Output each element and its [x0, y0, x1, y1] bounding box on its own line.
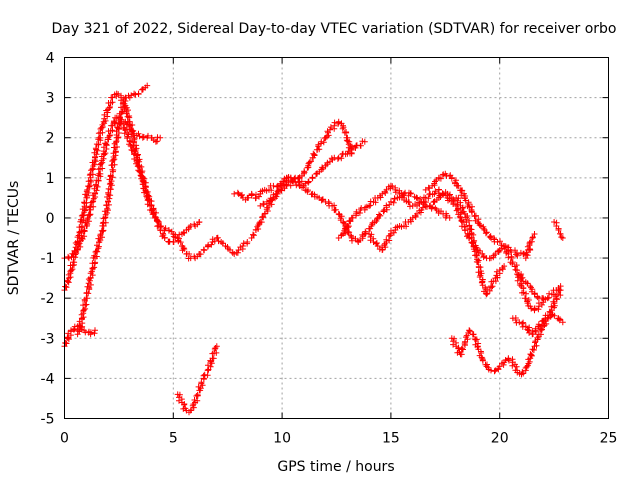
- point-markers: [514, 271, 564, 314]
- x-tick-label: 15: [382, 431, 400, 447]
- series-track-n: [448, 287, 564, 378]
- point-markers: [422, 170, 534, 259]
- series-track-d: [74, 82, 151, 338]
- point-markers: [522, 231, 538, 262]
- series-track-h: [248, 138, 368, 241]
- series-track-m: [453, 194, 508, 298]
- series-track-l: [422, 170, 534, 259]
- point-markers: [453, 194, 508, 298]
- series-track-o: [509, 311, 566, 338]
- y-tick-label: 2: [46, 131, 55, 147]
- point-markers: [448, 287, 564, 378]
- data-points: [61, 82, 566, 416]
- series-track-f: [174, 343, 220, 416]
- y-tick-label: -2: [41, 291, 55, 307]
- x-tick-label: 10: [273, 431, 291, 447]
- y-tick-label: -5: [41, 412, 55, 428]
- point-markers: [335, 182, 455, 241]
- y-tick-label: -1: [41, 251, 55, 267]
- y-tick-label: 4: [46, 51, 55, 67]
- series-track-j: [335, 182, 455, 241]
- point-markers: [74, 82, 151, 338]
- x-axis-label: GPS time / hours: [277, 459, 394, 475]
- plot-frame: [64, 57, 609, 419]
- y-tick-label: 0: [46, 211, 55, 227]
- y-tick-label: 3: [46, 91, 55, 107]
- x-tick-label: 5: [169, 431, 178, 447]
- y-axis-label: SDTVAR / TECUs: [6, 181, 22, 296]
- x-tick-label: 25: [600, 431, 618, 447]
- x-tick-label: 0: [60, 431, 69, 447]
- point-markers: [551, 219, 566, 241]
- point-markers: [174, 343, 220, 416]
- series-track-r: [551, 219, 566, 241]
- series-track-q: [522, 231, 538, 262]
- axis-ticks: 0 5 10 15 20 25 -5 -4 -3 -2 -1 0 1 2 3 4: [41, 51, 618, 447]
- point-markers: [248, 138, 368, 241]
- series-track-p: [514, 271, 564, 314]
- y-tick-label: -4: [41, 371, 55, 387]
- point-markers: [509, 311, 566, 338]
- y-tick-label: 1: [46, 171, 55, 187]
- y-tick-label: -3: [41, 331, 55, 347]
- x-tick-label: 20: [491, 431, 509, 447]
- grid-lines: [64, 57, 609, 419]
- chart-title: Day 321 of 2022, Sidereal Day-to-day VTE…: [52, 21, 617, 37]
- series-track-e: [122, 118, 164, 145]
- point-markers: [122, 118, 164, 145]
